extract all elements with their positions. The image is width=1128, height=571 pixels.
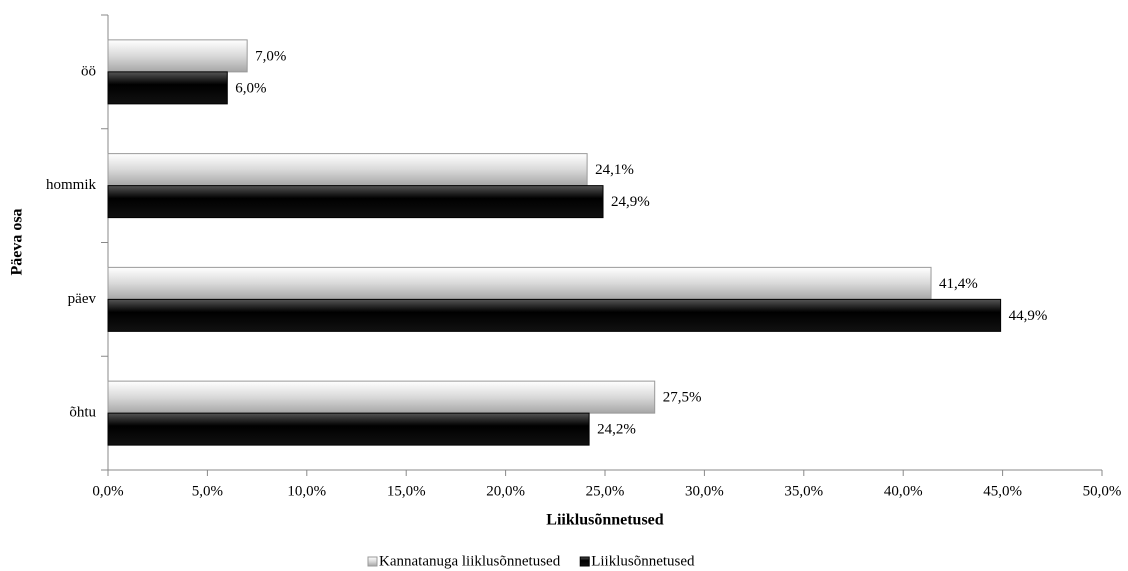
data-label: 24,2%	[597, 422, 636, 438]
x-tick-label: 5,0%	[192, 483, 223, 499]
x-axis-title: Liiklusõnnetused	[546, 512, 663, 529]
x-tick-label: 20,0%	[486, 483, 525, 499]
bar	[107, 71, 228, 105]
bar	[107, 266, 932, 300]
legend-label: Liiklusõnnetused	[591, 553, 695, 569]
legend-label: Kannatanuga liiklusõnnetused	[379, 553, 561, 569]
y-tick-label: päev	[68, 291, 97, 307]
bar	[107, 412, 590, 446]
bar	[107, 153, 588, 187]
legend-swatch	[579, 556, 590, 567]
data-label: 24,1%	[595, 162, 634, 178]
x-tick-label: 50,0%	[1083, 483, 1122, 499]
x-tick-label: 35,0%	[784, 483, 823, 499]
data-label: 24,9%	[611, 194, 650, 210]
data-label: 7,0%	[255, 48, 286, 64]
bar	[107, 380, 656, 414]
x-tick-label: 10,0%	[287, 483, 326, 499]
y-tick-label: õhtu	[69, 405, 96, 421]
y-tick-label: hommik	[46, 177, 97, 193]
x-tick-label: 40,0%	[884, 483, 923, 499]
legend-swatch	[367, 556, 378, 567]
bar	[107, 298, 1002, 332]
x-tick-label: 45,0%	[983, 483, 1022, 499]
data-label: 6,0%	[235, 80, 266, 96]
data-label: 27,5%	[663, 390, 702, 406]
data-label: 41,4%	[939, 276, 978, 292]
x-tick-label: 15,0%	[387, 483, 426, 499]
x-tick-label: 30,0%	[685, 483, 724, 499]
y-axis-title: Päeva osa	[9, 208, 26, 275]
x-tick-label: 25,0%	[586, 483, 625, 499]
bar	[107, 39, 248, 73]
data-label: 44,9%	[1009, 308, 1048, 324]
x-tick-label: 0,0%	[92, 483, 123, 499]
bar	[107, 185, 604, 219]
y-tick-label: öö	[81, 63, 96, 79]
